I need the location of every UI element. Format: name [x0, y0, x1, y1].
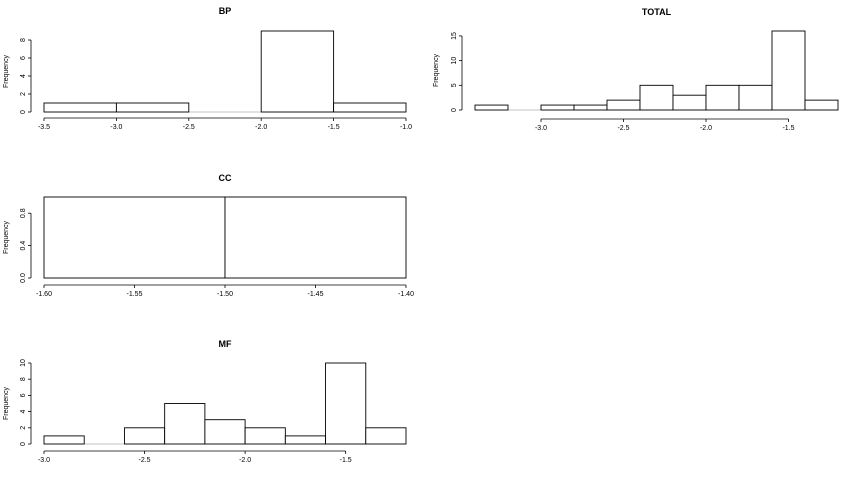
- histogram-bar: [639, 84, 674, 111]
- histogram-bar: [115, 102, 190, 113]
- y-axis-label: Frequency: [3, 54, 10, 88]
- x-tick-label: -3.0: [110, 124, 122, 131]
- x-tick-label: -2.5: [617, 125, 629, 132]
- histogram-bar: [123, 427, 166, 445]
- y-tick-label: 10: [20, 359, 27, 367]
- y-tick-label: 4: [20, 74, 27, 78]
- y-tick-label: 2: [20, 92, 27, 96]
- histogram-bar: [164, 403, 206, 445]
- y-tick-label: 6: [20, 56, 27, 60]
- y-tick-label: 4: [20, 410, 27, 414]
- y-tick-label: 0: [20, 442, 27, 446]
- x-tick-label: -1.5: [340, 457, 352, 464]
- y-tick-label: 8: [20, 38, 27, 42]
- y-axis-label: Frequency: [3, 386, 10, 420]
- y-tick-label: 5: [451, 83, 458, 87]
- y-tick-label: 0.8: [20, 208, 27, 218]
- histogram-bar: [672, 94, 707, 111]
- y-tick-label: 2: [20, 426, 27, 430]
- histogram-bar: [738, 84, 773, 111]
- y-tick-label: 8: [20, 377, 27, 381]
- histogram-bar: [474, 104, 509, 111]
- x-tick-label: -1.40: [398, 291, 414, 298]
- histogram-bar: [540, 104, 575, 111]
- x-tick-label: -1.55: [127, 291, 143, 298]
- chart-title: TOTAL: [642, 7, 672, 17]
- x-tick-label: -2.0: [700, 125, 712, 132]
- y-tick-label: 15: [451, 32, 458, 40]
- histogram-panel-bp: BP Frequency -3.5 -3.0 -2.5 -2.0 -1.5 -1.0 0 2 4…: [3, 6, 412, 131]
- histogram-panel-mf: MF Frequency -3.0 -2.5 -2.0 -1.5 0 2 4 6 8 10: [3, 339, 407, 464]
- x-tick-label: -1.50: [217, 291, 233, 298]
- x-tick-label: -2.0: [255, 124, 267, 131]
- histogram-bar: [325, 362, 367, 445]
- histogram-bar: [606, 99, 641, 111]
- histogram-bar: [43, 196, 226, 279]
- x-tick-label: -3.0: [535, 125, 547, 132]
- x-tick-label: -1.5: [328, 124, 340, 131]
- x-tick-label: -3.0: [38, 457, 50, 464]
- histogram-bar: [333, 102, 407, 113]
- y-tick-label: 0.0: [20, 273, 27, 283]
- x-tick-label: -3.5: [38, 124, 50, 131]
- y-tick-label: 10: [451, 57, 458, 65]
- x-tick-label: -1.60: [36, 291, 52, 298]
- histogram-bar: [43, 102, 117, 113]
- y-axis-label: Frequency: [433, 53, 440, 87]
- y-tick-label: 0: [451, 108, 458, 112]
- y-tick-label: 0: [20, 110, 27, 114]
- chart-title: BP: [219, 6, 232, 16]
- histogram-bar: [771, 30, 806, 111]
- histogram-bar: [244, 427, 286, 445]
- histogram-bar: [204, 419, 246, 445]
- x-tick-label: -2.5: [183, 124, 195, 131]
- x-tick-label: -2.5: [139, 457, 151, 464]
- x-tick-label: -1.45: [308, 291, 324, 298]
- histogram-bar: [804, 99, 839, 111]
- histogram-bar: [43, 435, 85, 445]
- x-tick-label: -1.5: [782, 125, 794, 132]
- histogram-bar: [705, 84, 740, 111]
- histogram-bar: [260, 30, 335, 113]
- x-tick-label: -1.0: [400, 124, 412, 131]
- histogram-panel-total: TOTAL Frequency -3.0 -2.5 -2.0 -1.5 0 5 10 15: [433, 7, 839, 132]
- histogram-bar: [224, 196, 407, 279]
- histogram-bar: [365, 427, 407, 445]
- chart-title: CC: [219, 173, 232, 183]
- x-tick-label: -2.0: [239, 457, 251, 464]
- histogram-panel-cc: CC Frequency -1.60 -1.55 -1.50 -1.45 -1.40 0.…: [3, 173, 414, 298]
- chart-title: MF: [219, 339, 232, 349]
- y-tick-label: 6: [20, 393, 27, 397]
- histogram-bar: [573, 104, 608, 111]
- histogram-bar: [284, 435, 327, 445]
- y-tick-label: 0.4: [20, 241, 27, 251]
- y-axis-label: Frequency: [3, 220, 10, 254]
